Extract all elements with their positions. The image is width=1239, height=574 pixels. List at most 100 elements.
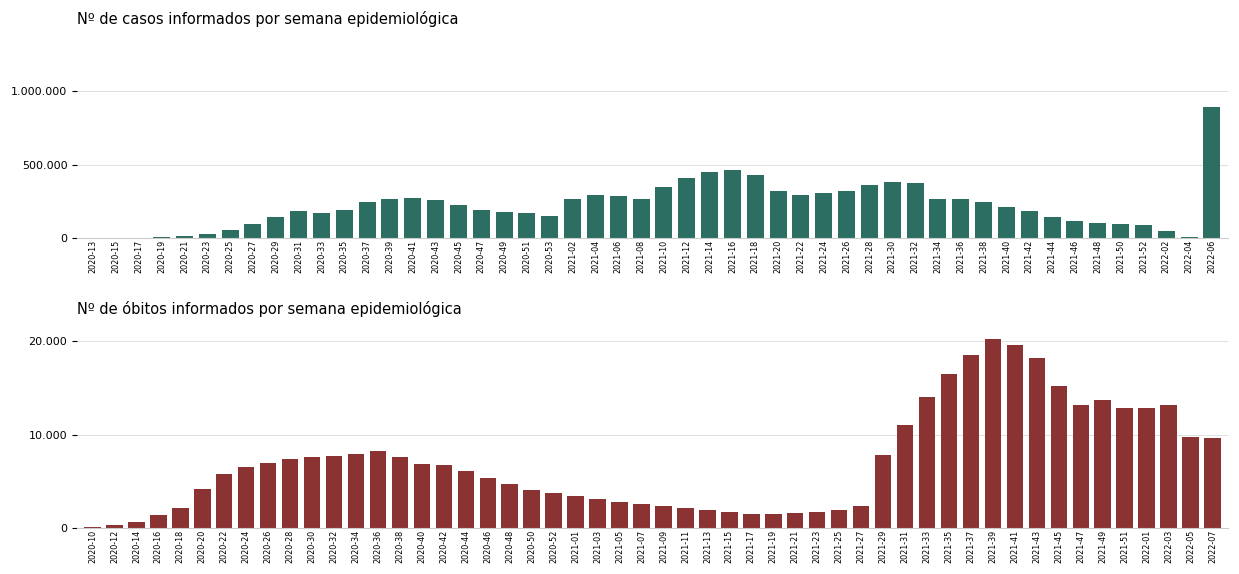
Bar [107, 525, 123, 528]
Bar [997, 207, 1015, 238]
Bar [701, 172, 719, 238]
Bar [1113, 224, 1129, 238]
Bar [304, 457, 321, 528]
Bar [633, 504, 649, 528]
Bar [721, 512, 737, 528]
Bar [198, 234, 216, 238]
Bar [678, 178, 695, 238]
Bar [427, 200, 444, 238]
Bar [724, 170, 741, 238]
Bar [172, 507, 188, 528]
Bar [838, 191, 855, 238]
Bar [450, 205, 467, 238]
Bar [567, 497, 584, 528]
Bar [502, 484, 518, 528]
Bar [861, 185, 878, 238]
Bar [1182, 437, 1199, 528]
Bar [678, 509, 694, 528]
Bar [128, 522, 145, 528]
Bar [564, 199, 581, 238]
Bar [523, 490, 540, 528]
Bar [312, 212, 330, 238]
Bar [587, 195, 603, 238]
Bar [929, 199, 947, 238]
Bar [963, 355, 979, 528]
Bar [764, 514, 782, 528]
Bar [176, 236, 193, 238]
Bar [787, 513, 803, 528]
Bar [1203, 107, 1220, 238]
Bar [1135, 226, 1152, 238]
Bar [1089, 223, 1106, 238]
Bar [290, 211, 307, 238]
Bar [699, 510, 716, 528]
Text: Nº de casos informados por semana epidemiológica: Nº de casos informados por semana epidem… [77, 11, 458, 27]
Bar [747, 175, 763, 238]
Bar [1006, 344, 1023, 528]
Bar [1051, 386, 1067, 528]
Bar [238, 467, 254, 528]
Bar [195, 489, 211, 528]
Bar [244, 224, 261, 238]
Bar [919, 397, 935, 528]
Bar [769, 191, 787, 238]
Bar [1116, 408, 1132, 528]
Bar [632, 199, 649, 238]
Bar [815, 193, 833, 238]
Bar [358, 202, 375, 238]
Bar [545, 494, 563, 528]
Bar [852, 506, 870, 528]
Bar [150, 515, 166, 528]
Bar [809, 512, 825, 528]
Bar [793, 195, 809, 238]
Bar [897, 425, 913, 528]
Bar [590, 499, 606, 528]
Bar [1043, 217, 1061, 238]
Bar [336, 210, 353, 238]
Bar [222, 230, 239, 238]
Bar [457, 471, 475, 528]
Bar [975, 202, 992, 238]
Bar [875, 455, 891, 528]
Bar [541, 216, 559, 238]
Bar [831, 510, 847, 528]
Bar [282, 459, 299, 528]
Bar [1021, 211, 1038, 238]
Bar [1204, 439, 1220, 528]
Bar [84, 527, 100, 528]
Bar [436, 466, 452, 528]
Bar [655, 187, 673, 238]
Bar [216, 474, 233, 528]
Bar [326, 456, 342, 528]
Bar [985, 339, 1001, 528]
Bar [404, 198, 421, 238]
Bar [655, 506, 672, 528]
Bar [610, 196, 627, 238]
Bar [907, 183, 923, 238]
Bar [1139, 408, 1155, 528]
Text: Nº de óbitos informados por semana epidemiológica: Nº de óbitos informados por semana epide… [77, 301, 462, 317]
Bar [1073, 405, 1089, 528]
Bar [940, 374, 958, 528]
Bar [743, 514, 760, 528]
Bar [152, 237, 170, 238]
Bar [479, 478, 496, 528]
Bar [369, 451, 387, 528]
Bar [268, 217, 284, 238]
Bar [611, 502, 628, 528]
Bar [392, 457, 408, 528]
Bar [414, 464, 430, 528]
Bar [1157, 231, 1175, 238]
Bar [953, 199, 969, 238]
Bar [382, 199, 399, 238]
Bar [348, 454, 364, 528]
Bar [518, 212, 535, 238]
Bar [1094, 400, 1111, 528]
Bar [1028, 358, 1044, 528]
Bar [1161, 405, 1177, 528]
Bar [472, 210, 489, 238]
Bar [496, 212, 513, 238]
Bar [260, 463, 276, 528]
Bar [1067, 222, 1083, 238]
Bar [883, 182, 901, 238]
